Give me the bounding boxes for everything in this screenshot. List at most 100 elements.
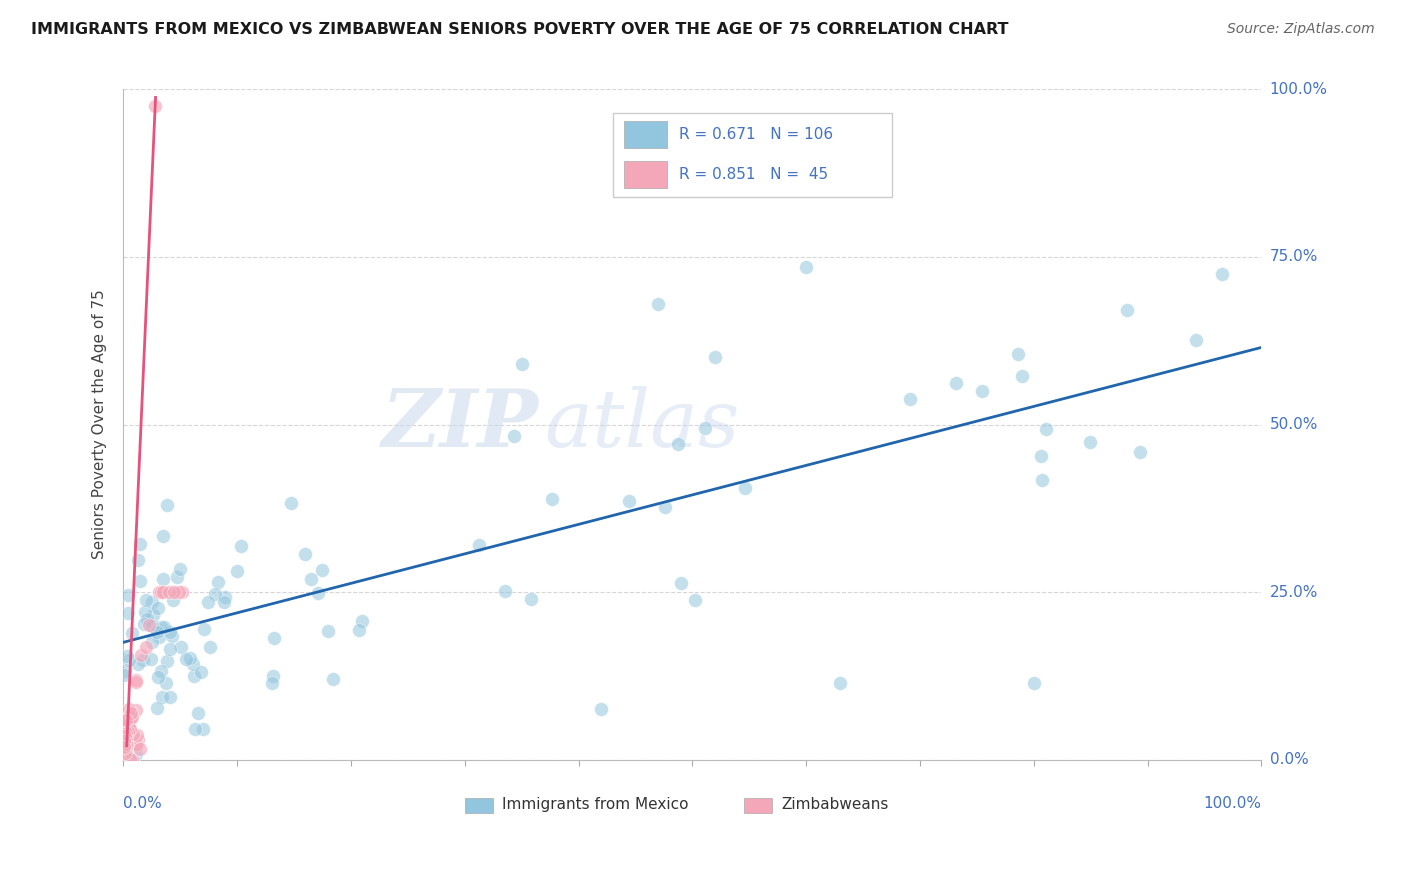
Point bbox=[121, 710, 143, 724]
Point bbox=[193, 622, 215, 636]
Point bbox=[141, 635, 163, 649]
Point bbox=[114, 740, 136, 755]
Text: IMMIGRANTS FROM MEXICO VS ZIMBABWEAN SENIORS POVERTY OVER THE AGE OF 75 CORRELAT: IMMIGRANTS FROM MEXICO VS ZIMBABWEAN SEN… bbox=[31, 22, 1008, 37]
Point bbox=[121, 626, 143, 640]
Point bbox=[204, 586, 226, 600]
Point bbox=[1211, 267, 1233, 281]
Point bbox=[115, 726, 138, 740]
Point bbox=[124, 703, 146, 717]
Point bbox=[114, 740, 136, 755]
Point bbox=[294, 547, 316, 561]
Point bbox=[157, 585, 180, 599]
Point bbox=[135, 612, 157, 626]
Point bbox=[172, 585, 194, 599]
Point bbox=[307, 586, 329, 600]
Point bbox=[494, 583, 516, 598]
Text: 0.0%: 0.0% bbox=[1270, 752, 1309, 767]
Point bbox=[1035, 421, 1057, 435]
Point bbox=[152, 529, 174, 543]
Point bbox=[704, 351, 727, 365]
Point bbox=[1184, 333, 1206, 347]
Point bbox=[139, 652, 162, 666]
Point bbox=[141, 595, 163, 609]
Point bbox=[120, 723, 142, 737]
Point bbox=[125, 737, 148, 751]
Point bbox=[591, 702, 613, 716]
Point bbox=[794, 260, 817, 274]
Point bbox=[115, 731, 138, 745]
FancyBboxPatch shape bbox=[624, 161, 668, 188]
Point bbox=[163, 585, 186, 599]
Text: 75.0%: 75.0% bbox=[1270, 250, 1317, 264]
Point bbox=[695, 421, 717, 435]
Point bbox=[127, 733, 149, 747]
Point bbox=[117, 588, 139, 602]
Point bbox=[149, 585, 172, 599]
Point bbox=[170, 640, 193, 654]
Point bbox=[155, 675, 177, 690]
Point bbox=[1128, 445, 1150, 459]
Point bbox=[117, 725, 139, 739]
Point bbox=[1011, 368, 1033, 383]
Point bbox=[322, 672, 344, 686]
Point bbox=[118, 701, 141, 715]
Point bbox=[115, 732, 138, 747]
Text: R = 0.851   N =  45: R = 0.851 N = 45 bbox=[679, 168, 828, 182]
Point bbox=[127, 728, 149, 742]
Point bbox=[156, 499, 179, 513]
Point bbox=[617, 493, 640, 508]
Point bbox=[128, 742, 150, 756]
Point bbox=[179, 650, 201, 665]
FancyBboxPatch shape bbox=[624, 121, 668, 148]
Point bbox=[520, 591, 543, 606]
Text: 0.0%: 0.0% bbox=[124, 797, 162, 812]
Point bbox=[226, 564, 249, 578]
Point bbox=[127, 738, 149, 752]
Point bbox=[114, 729, 136, 743]
Point bbox=[945, 376, 967, 391]
Point bbox=[1031, 449, 1053, 463]
Point bbox=[160, 629, 183, 643]
Point bbox=[141, 619, 163, 633]
Point bbox=[214, 591, 236, 605]
Point bbox=[152, 585, 174, 599]
Point bbox=[143, 99, 166, 113]
Point bbox=[148, 585, 170, 599]
Point bbox=[129, 536, 152, 550]
Text: Immigrants from Mexico: Immigrants from Mexico bbox=[502, 797, 689, 812]
Point bbox=[169, 561, 191, 575]
Point bbox=[666, 437, 689, 451]
Point bbox=[146, 670, 169, 684]
Text: atlas: atlas bbox=[544, 385, 740, 463]
Point bbox=[114, 667, 136, 681]
Point bbox=[134, 605, 156, 619]
Point bbox=[138, 617, 160, 632]
Point bbox=[150, 664, 173, 678]
Point bbox=[118, 653, 141, 667]
Point bbox=[115, 727, 138, 741]
Point bbox=[146, 700, 169, 714]
Point bbox=[150, 690, 173, 704]
Point bbox=[503, 429, 526, 443]
Point bbox=[972, 384, 994, 398]
Text: 50.0%: 50.0% bbox=[1270, 417, 1317, 432]
Point bbox=[114, 665, 136, 679]
Point bbox=[162, 593, 184, 607]
Point bbox=[120, 711, 142, 725]
Point bbox=[153, 620, 176, 634]
Point bbox=[190, 665, 212, 679]
Point bbox=[299, 572, 322, 586]
Text: 100.0%: 100.0% bbox=[1270, 82, 1327, 97]
Point bbox=[231, 539, 253, 553]
Point bbox=[125, 675, 148, 690]
Point bbox=[115, 737, 138, 751]
Point bbox=[212, 595, 235, 609]
Point bbox=[159, 690, 181, 705]
Point bbox=[316, 624, 339, 638]
Point bbox=[114, 733, 136, 747]
Point bbox=[125, 747, 148, 761]
Point bbox=[197, 595, 219, 609]
FancyBboxPatch shape bbox=[744, 798, 772, 814]
Point bbox=[311, 563, 333, 577]
Point bbox=[117, 606, 139, 620]
